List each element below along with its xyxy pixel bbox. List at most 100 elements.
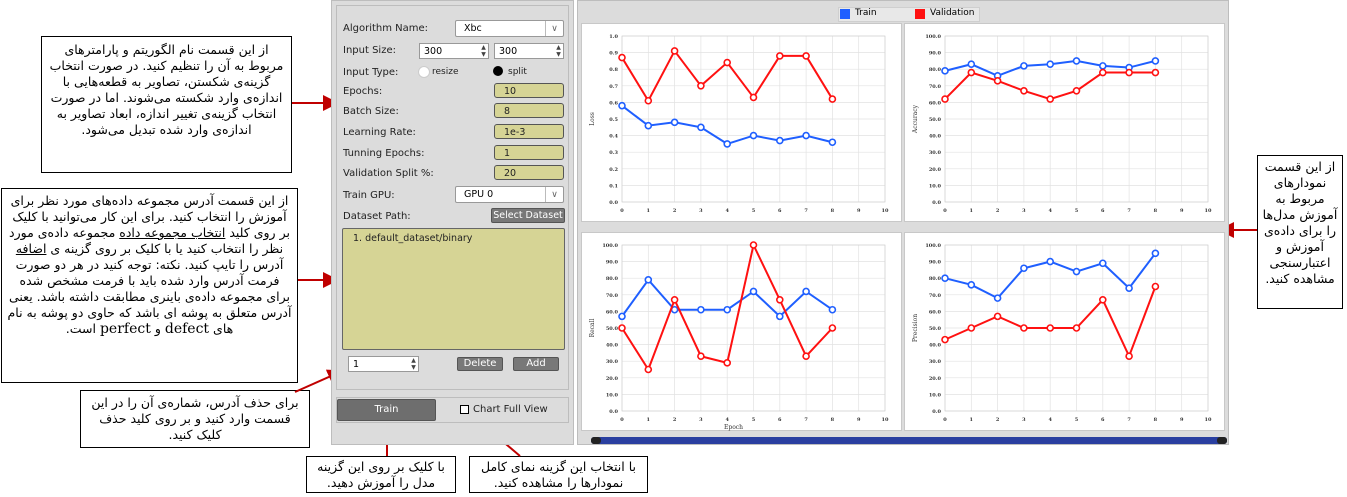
input-height-spinbox[interactable]: 300 ▲ ▼	[494, 43, 564, 59]
y-tick-label: 100.0	[602, 243, 618, 249]
parameters-group	[336, 5, 569, 390]
params-annotation: از این قسمت نام الگوریتم و پارامترهای مر…	[41, 36, 292, 173]
x-tick-label: 1	[970, 417, 973, 423]
add-ref: اضافه	[15, 241, 47, 256]
resize-radio[interactable]	[418, 66, 430, 78]
x-tick-label: 10	[1205, 208, 1212, 214]
gpu-select[interactable]: GPU 0 ∨	[455, 186, 564, 203]
y-tick-label: 60.0	[929, 100, 942, 106]
epochs-input[interactable]: 10	[494, 83, 564, 98]
y-tick-label: 100.0	[925, 34, 941, 40]
y-tick-label: 50.0	[606, 326, 619, 332]
data-point-train	[749, 287, 758, 296]
data-point-train	[1046, 60, 1054, 69]
data-point-validation	[1020, 86, 1028, 95]
data-point-train	[1020, 62, 1028, 70]
y-tick-label: 10.0	[606, 392, 619, 398]
x-tick-label: 0	[620, 208, 624, 214]
add-button[interactable]: Add	[513, 357, 559, 371]
y-tick-label: 20.0	[929, 167, 942, 173]
x-tick-label: 0	[620, 417, 624, 423]
input-type-label: Input Type:	[343, 67, 399, 78]
spin-arrows-icon[interactable]: ▲ ▼	[481, 44, 486, 58]
data-point-validation	[1072, 324, 1081, 332]
x-tick-label: 6	[1101, 417, 1105, 423]
data-point-train	[802, 131, 810, 140]
data-point-train	[1099, 259, 1107, 268]
y-tick-label: 40.0	[606, 343, 619, 349]
validation-split-input[interactable]: 20	[494, 165, 564, 180]
select-dataset-button[interactable]: Select Dataset	[491, 208, 565, 223]
data-point-train	[776, 312, 784, 321]
chart-svg: 0.0 0.1 0.2 0.3 0.4 0.5 0.6 0.7 0.8 0.9 1.0 0 1 2 3 4 5 6…	[589, 34, 889, 214]
y-axis-label: Precision	[912, 314, 919, 342]
spin-arrows-icon[interactable]: ▲ ▼	[556, 44, 561, 58]
x-tick-label: 5	[1075, 417, 1079, 423]
charts-annotation: از این قسمت نمودارهای مربوط به آموزش مدل…	[1257, 155, 1343, 309]
y-tick-label: 0.3	[609, 150, 618, 156]
y-tick-label: 80.0	[929, 276, 942, 282]
data-point-train	[1020, 264, 1028, 273]
x-tick-label: 3	[1022, 417, 1026, 423]
data-point-train	[967, 60, 976, 69]
spin-arrows-icon[interactable]: ▲ ▼	[411, 357, 416, 371]
dataset-list[interactable]: 1. default_dataset/binary	[342, 228, 565, 350]
y-tick-label: 70.0	[929, 293, 942, 299]
y-tick-label: 60.0	[606, 309, 619, 315]
x-tick-label: 2	[673, 417, 677, 423]
horizontal-scrollbar[interactable]	[591, 437, 1227, 444]
data-point-validation	[1151, 68, 1160, 77]
legend-train-label: Train	[855, 8, 877, 18]
data-point-train	[941, 67, 949, 75]
x-tick-label: 6	[778, 208, 782, 214]
data-point-validation	[776, 295, 784, 304]
learning-rate-input[interactable]: 1e-3	[494, 124, 564, 139]
batch-size-input[interactable]: 8	[494, 103, 564, 118]
tuning-epochs-input[interactable]: 1	[494, 145, 564, 160]
x-tick-label: 4	[1048, 208, 1052, 214]
data-point-train	[723, 305, 731, 314]
y-tick-label: 0.0	[609, 200, 618, 206]
batch-size-label: Batch Size:	[343, 106, 399, 117]
delete-button[interactable]: Delete	[457, 357, 503, 371]
data-point-validation	[723, 359, 731, 367]
y-axis-label: Loss	[589, 112, 596, 126]
train-annotation: با کلیک بر روی این گزینه مدل را آموزش ده…	[306, 456, 456, 493]
data-point-validation	[749, 93, 758, 102]
input-width-spinbox[interactable]: 300 ▲ ▼	[419, 43, 489, 59]
data-point-validation	[993, 77, 1002, 85]
split-radio[interactable]	[493, 66, 503, 76]
x-tick-label: 7	[804, 208, 808, 214]
data-point-train	[697, 123, 705, 132]
data-point-train	[828, 305, 837, 314]
resize-label: resize	[432, 67, 459, 77]
y-tick-label: 90.0	[929, 51, 942, 57]
chart-legend: Train Validation	[838, 7, 980, 22]
data-point-train	[828, 138, 837, 147]
chart-svg: 0.0 10.0 20.0 30.0 40.0 50.0 60.0 70.0 80.0 90.0 1…	[912, 34, 1212, 214]
algorithm-select[interactable]: Xbc ∨	[455, 20, 564, 37]
y-tick-label: 0.8	[609, 67, 618, 73]
y-tick-label: 0.2	[609, 167, 618, 173]
x-tick-label: 1	[647, 417, 650, 423]
scroll-right-handle[interactable]	[1217, 437, 1227, 444]
dataset-index-spinbox[interactable]: 1 ▲ ▼	[348, 356, 419, 372]
data-point-validation	[993, 312, 1002, 321]
x-tick-label: 0	[943, 417, 947, 423]
data-point-validation	[941, 335, 949, 344]
dataset-list-item[interactable]: 1. default_dataset/binary	[353, 233, 473, 244]
x-tick-label: 8	[831, 417, 835, 423]
x-tick-label: 6	[778, 417, 782, 423]
y-tick-label: 10.0	[929, 183, 942, 189]
scroll-left-handle[interactable]	[591, 437, 601, 444]
data-point-train	[941, 274, 949, 283]
x-tick-label: 10	[1205, 417, 1212, 423]
data-point-train	[1046, 257, 1054, 266]
plot-border	[621, 35, 886, 203]
data-point-validation	[670, 295, 679, 304]
x-tick-label: 7	[1127, 417, 1131, 423]
fullview-checkbox[interactable]	[460, 405, 469, 414]
y-tick-label: 30.0	[606, 359, 619, 365]
train-button[interactable]: Train	[337, 399, 436, 421]
x-tick-label: 8	[1154, 208, 1158, 214]
